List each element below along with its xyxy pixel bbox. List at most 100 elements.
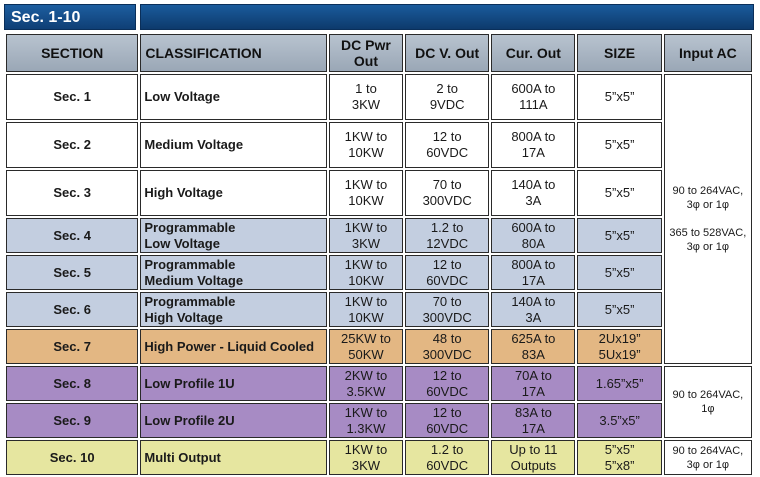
classification-cell: Low Profile 2U — [140, 403, 327, 438]
header-size: SIZE — [577, 34, 662, 72]
input-ac-line: 90 to 264VAC, — [672, 185, 744, 197]
input-ac-line: 3φ or 1φ — [686, 241, 730, 253]
value-line: 25KW to — [341, 330, 391, 346]
value-line: 17A — [521, 383, 545, 399]
value-line: Outputs — [510, 457, 557, 473]
value-line: 9VDC — [429, 97, 465, 112]
section-range-tab: Sec. 1-10 — [4, 4, 136, 30]
value-line: 12 to — [432, 256, 462, 272]
dc-power-cell: 1KW to 10KW — [328, 122, 404, 168]
input-ac-note-group-b: 90 to 264VAC, 1φ — [663, 366, 752, 438]
value-line: 600A to — [511, 219, 556, 235]
value-line: 5”x8” — [604, 457, 635, 473]
classification-cell: Programmable High Voltage — [140, 292, 327, 327]
input-ac-note-group-a: 90 to 264VAC, 3φ or 1φ 365 to 528VAC, 3φ… — [663, 74, 752, 364]
current-cell: 83A to 17A — [491, 403, 576, 438]
classification-line: Programmable — [144, 219, 236, 235]
value-line: 60VDC — [426, 420, 469, 436]
dc-voltage-cell: 12 to 60VDC — [405, 255, 490, 290]
dc-voltage-cell: 70 to 300VDC — [405, 170, 490, 216]
size-cell: 5”x5” — [577, 170, 662, 216]
value-line: 3A — [525, 309, 542, 325]
table-row: Sec. 3 High Voltage 1KW to 10KW 70 to 300V… — [6, 170, 752, 216]
section-cell: Sec. 2 — [6, 122, 139, 168]
classification-cell: Medium Voltage — [140, 122, 327, 168]
value-line: 800A to — [511, 129, 556, 144]
value-line: 625A to — [511, 330, 556, 346]
dc-power-cell: 1 to 3KW — [328, 74, 404, 120]
table-row: Sec. 1 Low Voltage 1 to 3KW 2 to 9VDC 600A… — [6, 74, 752, 364]
value-line: 60VDC — [426, 145, 469, 160]
table-row: Sec. 4 Programmable Low Voltage 1KW to 3KW… — [6, 218, 752, 253]
current-cell: 140A to 3A — [491, 292, 576, 327]
size-cell: 2Ux19” 5Ux19” — [577, 329, 662, 364]
classification-cell: Multi Output — [140, 440, 327, 475]
value-line: 111A — [519, 97, 548, 112]
dc-voltage-cell: 12 to 60VDC — [405, 122, 490, 168]
value-line: 2 to — [436, 81, 458, 96]
header-input-ac: Input AC — [663, 34, 752, 72]
table-row: Sec. 5 Programmable Medium Voltage 1KW to… — [6, 255, 752, 290]
section-cell: Sec. 10 — [6, 440, 139, 475]
value-line: 1KW to — [344, 129, 388, 144]
header-classification: CLASSIFICATION — [140, 34, 327, 72]
dc-power-cell: 1KW to 10KW — [328, 255, 404, 290]
table-row: Sec. 2 Medium Voltage 1KW to 10KW 12 to 60… — [6, 122, 752, 168]
classification-cell: Low Voltage — [140, 74, 327, 120]
value-line: 1KW to — [344, 441, 388, 457]
value-line: 17A — [521, 272, 545, 288]
header-dc-power-out: DC Pwr Out — [328, 34, 404, 72]
value-line: 1KW to — [344, 256, 388, 272]
table-row: Sec. 6 Programmable High Voltage 1KW to 10… — [6, 292, 752, 327]
section-cell: Sec. 5 — [6, 255, 139, 290]
header-dc-power-out-text: DC Pwr Out — [341, 37, 391, 69]
table-header-row: SECTION CLASSIFICATION DC Pwr Out DC V. … — [6, 34, 752, 72]
dc-power-cell: 2KW to 3.5KW — [328, 366, 404, 401]
header-dc-voltage-out: DC V. Out — [405, 34, 490, 72]
current-cell: 800A to 17A — [491, 122, 576, 168]
value-line: 12 to — [432, 129, 462, 144]
section-cell: Sec. 8 — [6, 366, 139, 401]
input-ac-line: 365 to 528VAC, — [669, 227, 747, 239]
value-line: 2Ux19” — [598, 330, 641, 346]
value-line: 3A — [525, 193, 542, 208]
value-line: 1.2 to — [430, 219, 464, 235]
classification-line: Programmable — [144, 293, 236, 309]
value-line: 10KW — [348, 193, 384, 208]
value-line: 1KW to — [344, 293, 388, 309]
value-line: 48 to — [432, 330, 462, 346]
value-line: 1.2 to — [430, 441, 464, 457]
classification-cell: Programmable Low Voltage — [140, 218, 327, 253]
title-bar: Sec. 1-10 — [4, 4, 754, 30]
section-cell: Sec. 7 — [6, 329, 139, 364]
classification-line: Medium Voltage — [144, 137, 244, 152]
dc-voltage-cell: 48 to 300VDC — [405, 329, 490, 364]
value-line: 600A to — [511, 81, 556, 96]
classification-line: High Voltage — [144, 185, 223, 200]
classification-cell: High Power - Liquid Cooled — [140, 329, 327, 364]
value-line: 5”x5” — [604, 441, 635, 457]
value-line: 300VDC — [422, 346, 472, 362]
dc-voltage-cell: 12 to 60VDC — [405, 366, 490, 401]
current-cell: 625A to 83A — [491, 329, 576, 364]
size-cell: 5”x5” — [577, 74, 662, 120]
size-cell: 3.5”x5” — [577, 403, 662, 438]
classification-line: Multi Output — [144, 449, 221, 465]
classification-line: Medium Voltage — [144, 272, 244, 288]
classification-cell: High Voltage — [140, 170, 327, 216]
value-line: 70 to — [432, 293, 462, 309]
value-line: 60VDC — [426, 383, 469, 399]
value-line: 2KW to — [344, 367, 388, 383]
classification-line: High Power - Liquid Cooled — [144, 338, 315, 354]
header-section: SECTION — [6, 34, 139, 72]
value-line: 60VDC — [426, 457, 469, 473]
classification-line: Low Profile 2U — [144, 412, 235, 428]
value-line: 140A to — [511, 293, 556, 309]
input-ac-note-group-c: 90 to 264VAC, 3φ or 1φ — [663, 440, 752, 475]
value-line: 1 to — [355, 81, 377, 96]
title-banner — [140, 4, 754, 30]
value-line: 70 to — [432, 177, 462, 192]
value-line: 12VDC — [426, 235, 469, 251]
dc-power-cell: 1KW to 10KW — [328, 292, 404, 327]
size-cell: 5”x5” — [577, 122, 662, 168]
